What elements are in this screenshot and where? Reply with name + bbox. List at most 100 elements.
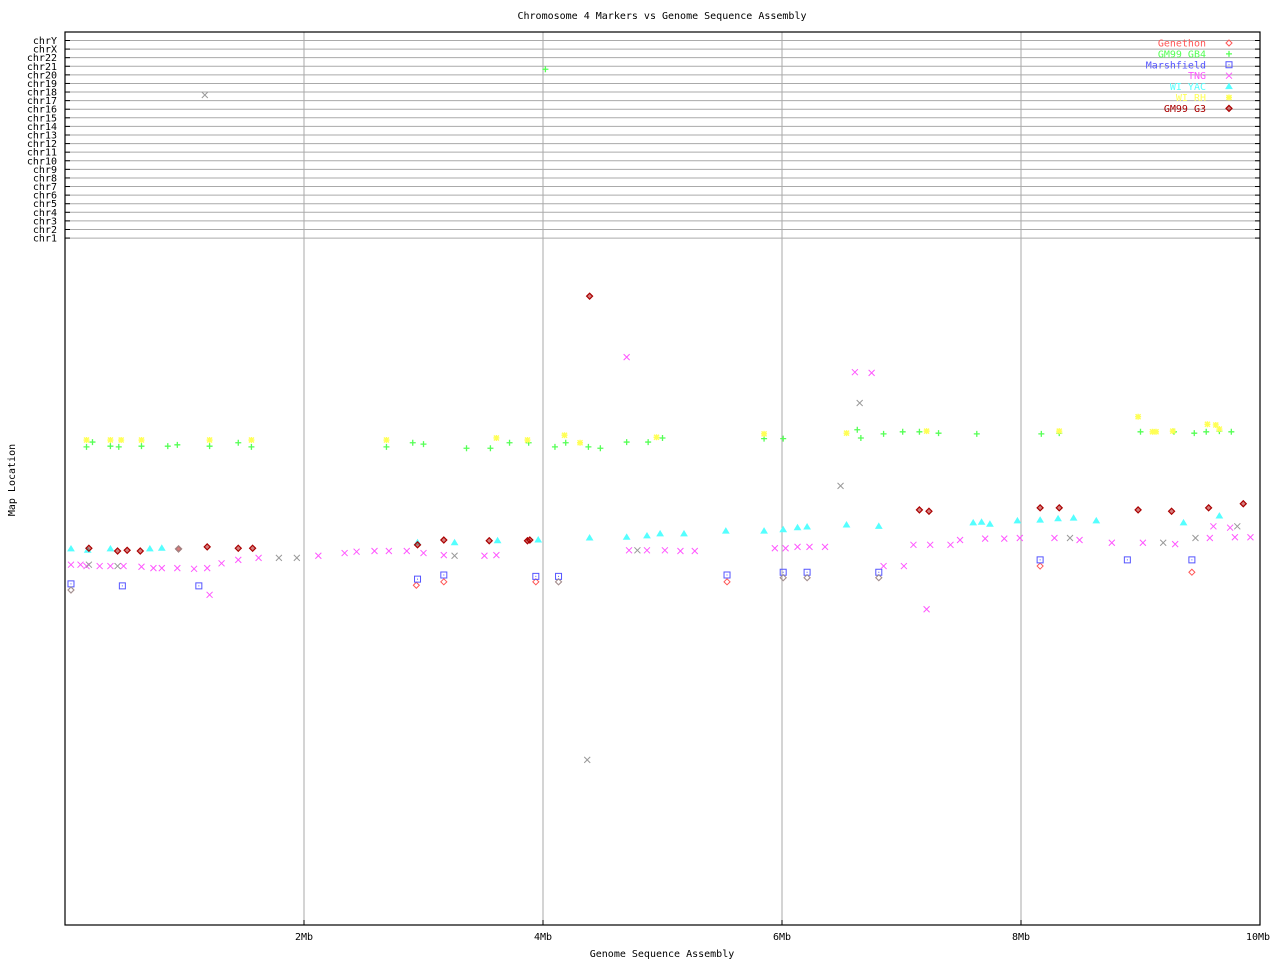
y-tick-label: chr17 — [27, 96, 57, 107]
data-point — [1036, 516, 1045, 523]
data-point — [67, 580, 75, 588]
data-point — [779, 573, 787, 582]
data-point — [1247, 533, 1254, 541]
y-tick-label: chr6 — [33, 191, 57, 202]
data-point — [158, 564, 166, 572]
data-point — [851, 368, 859, 376]
data-point — [1134, 506, 1142, 514]
data-point — [1000, 535, 1008, 543]
series-marshfield — [67, 556, 1196, 590]
data-point — [412, 581, 421, 589]
data-point — [113, 547, 122, 555]
y-tick-label: chr21 — [27, 62, 57, 73]
x-tick-label: 8Mb — [1012, 932, 1030, 943]
y-tick-label: chrY — [33, 36, 57, 47]
data-point — [794, 543, 801, 551]
chart-title: Chromosome 4 Markers vs Genome Sequence … — [518, 11, 807, 22]
data-point — [85, 544, 93, 553]
data-point — [899, 428, 906, 435]
y-tick-label: chr5 — [33, 199, 57, 210]
data-point — [1203, 428, 1210, 435]
data-point — [585, 292, 594, 301]
data-point — [493, 536, 502, 544]
x-tick-label: 6Mb — [773, 932, 791, 943]
data-point — [409, 439, 416, 446]
data-point — [1204, 503, 1213, 512]
data-point — [956, 536, 964, 544]
data-point — [89, 439, 96, 446]
data-point — [1137, 428, 1144, 435]
data-point — [420, 549, 427, 557]
y-tick-label: chr12 — [27, 139, 57, 150]
data-point — [561, 432, 568, 439]
data-point — [880, 430, 887, 437]
data-point — [67, 586, 75, 594]
data-point — [493, 551, 500, 559]
data-point — [926, 541, 934, 549]
data-point — [385, 547, 393, 555]
data-point — [597, 445, 604, 452]
data-point — [691, 547, 699, 555]
data-point — [677, 547, 684, 555]
data-point — [721, 527, 730, 534]
legend-label: WI YAC — [1170, 82, 1206, 93]
data-point — [874, 522, 883, 529]
y-tick-label: chr4 — [33, 208, 57, 219]
data-point — [234, 556, 242, 564]
data-point — [661, 546, 669, 554]
data-point — [206, 437, 213, 444]
data-point — [1210, 522, 1217, 530]
data-point — [1108, 539, 1116, 547]
data-point — [85, 561, 93, 569]
x-tick-label: 4Mb — [534, 932, 552, 943]
data-point — [803, 568, 811, 576]
y-tick-label: chr20 — [27, 70, 57, 81]
data-point — [854, 426, 861, 433]
data-point — [440, 578, 448, 586]
chromosome-grid: chrYchrXchr22chr21chr20chr19chr18chr17ch… — [27, 36, 1260, 245]
y-tick-label: chrX — [33, 45, 57, 56]
y-tick-label: chr8 — [33, 173, 57, 184]
data-point — [1206, 534, 1214, 542]
data-point — [275, 554, 283, 562]
data-point — [659, 434, 666, 441]
data-point — [1216, 426, 1223, 433]
data-point — [915, 506, 924, 514]
data-point — [723, 578, 731, 586]
data-point — [780, 435, 787, 442]
data-point — [1123, 556, 1131, 564]
data-point — [1038, 430, 1045, 437]
data-point — [857, 434, 864, 441]
data-point — [1054, 514, 1062, 522]
data-point — [1036, 556, 1044, 564]
data-point — [96, 562, 104, 570]
data-point — [868, 369, 875, 377]
data-point — [413, 540, 422, 549]
data-point — [760, 527, 768, 534]
x-axis-label: Genome Sequence Assembly — [590, 949, 735, 960]
data-point — [164, 443, 171, 450]
data-point — [1212, 421, 1219, 428]
data-point — [255, 554, 262, 562]
data-point — [67, 586, 75, 594]
series-gm99-g3 — [85, 292, 1248, 555]
data-point — [643, 531, 651, 539]
data-point — [341, 549, 348, 557]
data-point — [157, 544, 166, 551]
data-point — [1066, 534, 1074, 542]
data-point — [203, 564, 211, 572]
data-point — [439, 536, 448, 544]
data-point — [554, 578, 563, 586]
legend-label: TNG — [1188, 71, 1206, 82]
legend-marker — [1225, 72, 1233, 80]
data-point — [450, 538, 459, 546]
data-point — [782, 544, 789, 552]
data-point — [440, 551, 448, 559]
data-point — [680, 529, 688, 537]
data-point — [1215, 512, 1224, 519]
data-point — [235, 439, 242, 446]
data-point — [1167, 507, 1176, 516]
data-point — [771, 544, 779, 552]
data-point — [136, 547, 145, 555]
